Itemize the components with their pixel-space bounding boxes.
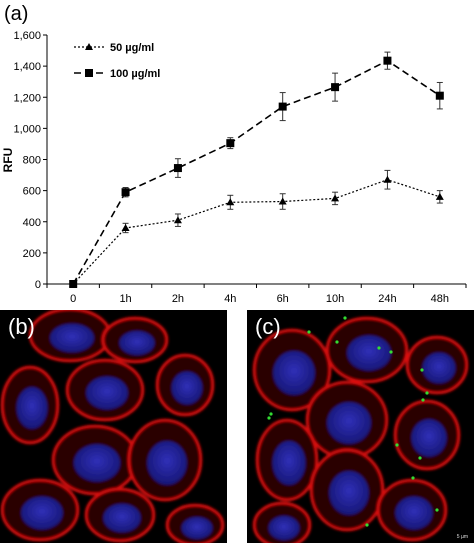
x-tick-label: 6h [277, 293, 289, 305]
y-tick-label: 200 [23, 248, 41, 260]
particle-spot [418, 456, 422, 460]
y-tick-label: 1,600 [13, 30, 41, 42]
chart-series [69, 51, 444, 288]
data-point [226, 139, 235, 148]
legend-label: 100 µg/ml [110, 68, 160, 80]
data-point [121, 188, 130, 197]
cell-nucleus [422, 352, 456, 384]
data-point [435, 91, 444, 100]
x-tick-label: 24h [378, 293, 396, 305]
panel-a-label: (a) [4, 3, 28, 25]
x-tick-label: 4h [224, 293, 236, 305]
data-point [121, 223, 130, 231]
panel-c-label: (c) [255, 314, 281, 339]
cell-nucleus [171, 371, 203, 405]
data-point [173, 216, 182, 224]
y-axis-ticks: 0 200 400 600 800 1,000 1,200 1,400 1,600 [13, 30, 47, 291]
legend-entry: 100 µg/ml [74, 68, 160, 80]
y-tick-label: 1,200 [13, 92, 41, 104]
micrograph-b-image [0, 310, 225, 543]
legend-label: 50 µg/ml [110, 42, 154, 54]
y-tick-label: 1,000 [13, 123, 41, 135]
data-point [331, 83, 340, 92]
y-tick-label: 800 [23, 155, 41, 167]
x-axis-ticks: 0 1h 2h 4h 6h 10h 24h 48h [46, 284, 467, 305]
particle-spot [411, 476, 415, 480]
cell-nucleus [103, 503, 141, 533]
data-point [278, 102, 287, 111]
x-tick-label: 2h [172, 293, 184, 305]
cell-nucleus [16, 387, 48, 429]
x-tick-label: 0 [70, 293, 76, 305]
data-point [69, 280, 78, 288]
y-tick-label: 0 [35, 279, 41, 291]
scale-label: 5 µm [456, 534, 468, 540]
cell-nucleus [119, 330, 155, 356]
particle-spot [269, 412, 273, 416]
cell-cluster [0, 310, 225, 543]
series-line [72, 179, 440, 285]
chart-legend: 50 µg/ml 100 µg/ml [74, 42, 160, 80]
y-tick-label: 1,400 [13, 61, 41, 73]
cell-nucleus [268, 515, 300, 541]
x-tick-label: 10h [326, 293, 344, 305]
cell-nucleus [73, 444, 121, 482]
cell-nucleus [273, 351, 315, 395]
series-square [69, 51, 444, 288]
cell-nucleus [181, 517, 213, 539]
cell-nucleus [329, 471, 369, 515]
cell-nucleus [86, 376, 128, 410]
legend-swatch-marker [85, 43, 93, 50]
particle-spot [307, 330, 311, 334]
data-point [331, 194, 340, 202]
y-tick-label: 600 [23, 186, 41, 198]
cell-nucleus [411, 419, 447, 457]
micrograph-c-image [252, 316, 469, 543]
particle-spot [365, 523, 369, 527]
data-point [383, 175, 392, 183]
particle-spot [395, 443, 399, 447]
data-point [226, 198, 235, 206]
y-axis-label: RFU [1, 148, 15, 173]
particle-spot [343, 316, 347, 320]
cell-nucleus [272, 441, 306, 485]
data-point [383, 56, 392, 65]
particle-spot [377, 346, 381, 350]
particle-spot [389, 350, 393, 354]
data-point [278, 197, 287, 205]
micrograph-c: (c) 5 µm [247, 310, 474, 543]
legend-swatch-marker [85, 69, 93, 77]
cell-nucleus [50, 323, 94, 353]
particle-spot [425, 391, 429, 395]
rfu-line-chart: (a) RFU 0 200 400 600 800 1,000 1,200 1,400 1,60… [1, 3, 467, 305]
cell-nucleus [347, 335, 391, 371]
particle-spot [335, 340, 339, 344]
particle-spot [420, 368, 424, 372]
cell-nucleus [147, 441, 187, 485]
panel-b-label: (b) [8, 314, 35, 339]
data-point [173, 164, 182, 173]
legend-entry: 50 µg/ml [74, 42, 154, 54]
data-point [435, 192, 444, 200]
particle-spot [421, 398, 425, 402]
cell-cluster [252, 316, 469, 543]
cell-nucleus [327, 402, 371, 444]
series-line [72, 59, 441, 285]
particle-spot [267, 416, 271, 420]
micrograph-b: (b) [0, 310, 227, 543]
series-triangle [69, 169, 444, 287]
x-tick-label: 1h [119, 293, 131, 305]
cell-nucleus [395, 496, 433, 530]
x-tick-label: 48h [431, 293, 449, 305]
y-tick-label: 400 [23, 217, 41, 229]
particle-spot [435, 508, 439, 512]
cell-nucleus [21, 496, 63, 530]
